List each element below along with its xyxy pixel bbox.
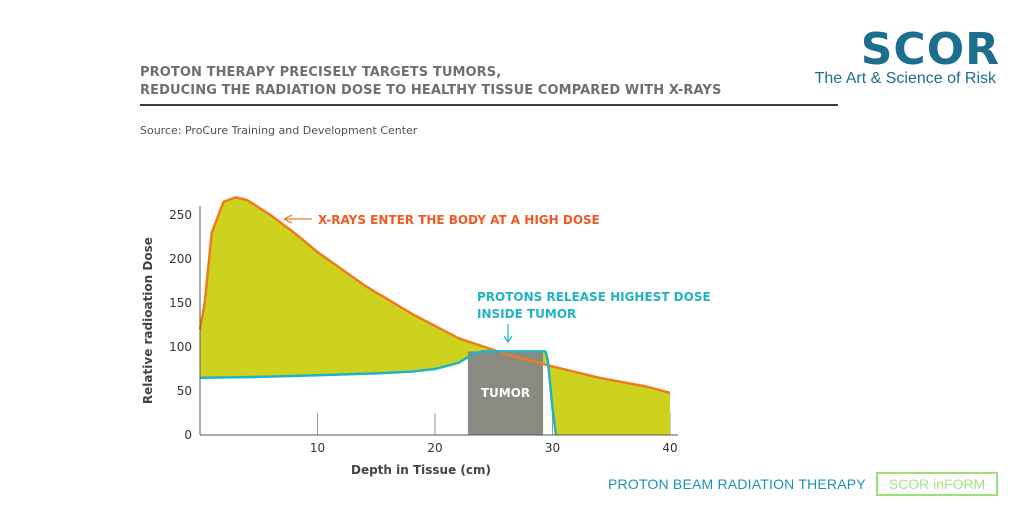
title-divider [140, 104, 838, 106]
xray-dose-line [198, 196, 671, 395]
tumor-label: TUMOR [481, 386, 530, 400]
scor-inform-badge[interactable]: SCOR inFORM [876, 472, 998, 496]
scor-logo: SCOR The Art & Science of Risk [810, 24, 1000, 90]
proton-annotation-line-1: PROTONS RELEASE HIGHEST DOSE [477, 290, 711, 304]
title-line-1: PROTON THERAPY PRECISELY TARGETS TUMORS, [140, 65, 502, 80]
x-tick-label-20: 20 [427, 441, 442, 455]
tumor-layer: TUMOR [467, 351, 544, 435]
x-tick-label-30: 30 [545, 441, 560, 455]
footer-label: PROTON BEAM RADIATION THERAPY [608, 476, 866, 492]
logo-tagline: The Art & Science of Risk [814, 70, 996, 87]
xray-arrow-head [283, 214, 293, 224]
xray-annotation: X-RAYS ENTER THE BODY AT A HIGH DOSE [318, 213, 600, 227]
y-tick-label-0: 0 [184, 428, 192, 442]
y-tick-label-50: 50 [177, 384, 192, 398]
x-tick-label-10: 10 [310, 441, 325, 455]
proton-annotation-line-2: INSIDE TUMOR [477, 307, 576, 321]
x-axis-label: Depth in Tissue (cm) [351, 463, 491, 477]
source-note: Source: ProCure Training and Development… [140, 124, 418, 137]
y-tick-label-150: 150 [169, 296, 192, 310]
dose-difference-area [200, 197, 670, 435]
y-tick-label-100: 100 [169, 340, 192, 354]
y-tick-label-200: 200 [169, 252, 192, 266]
proton-dose-line [199, 350, 558, 436]
annotation-layer: X-RAYS ENTER THE BODY AT A HIGH DOSE PROT… [283, 213, 711, 344]
proton-arrow-head [503, 335, 513, 344]
x-tick-label-40: 40 [662, 441, 677, 455]
title-line-2: REDUCING THE RADIATION DOSE TO HEALTHY T… [140, 83, 722, 98]
tumor-block [467, 351, 544, 435]
y-tick-label-250: 250 [169, 208, 192, 222]
chart-title: PROTON THERAPY PRECISELY TARGETS TUMORS,… [140, 64, 721, 100]
logo-wordmark: SCOR [860, 24, 1000, 75]
line-layer [198, 196, 671, 436]
y-axis-label: Relative radioation Dose [141, 237, 155, 404]
area-layer [200, 197, 670, 435]
axis-layer: 0 50 100 150 200 250 10 20 30 40 Depth in Tissue (… [141, 206, 678, 477]
